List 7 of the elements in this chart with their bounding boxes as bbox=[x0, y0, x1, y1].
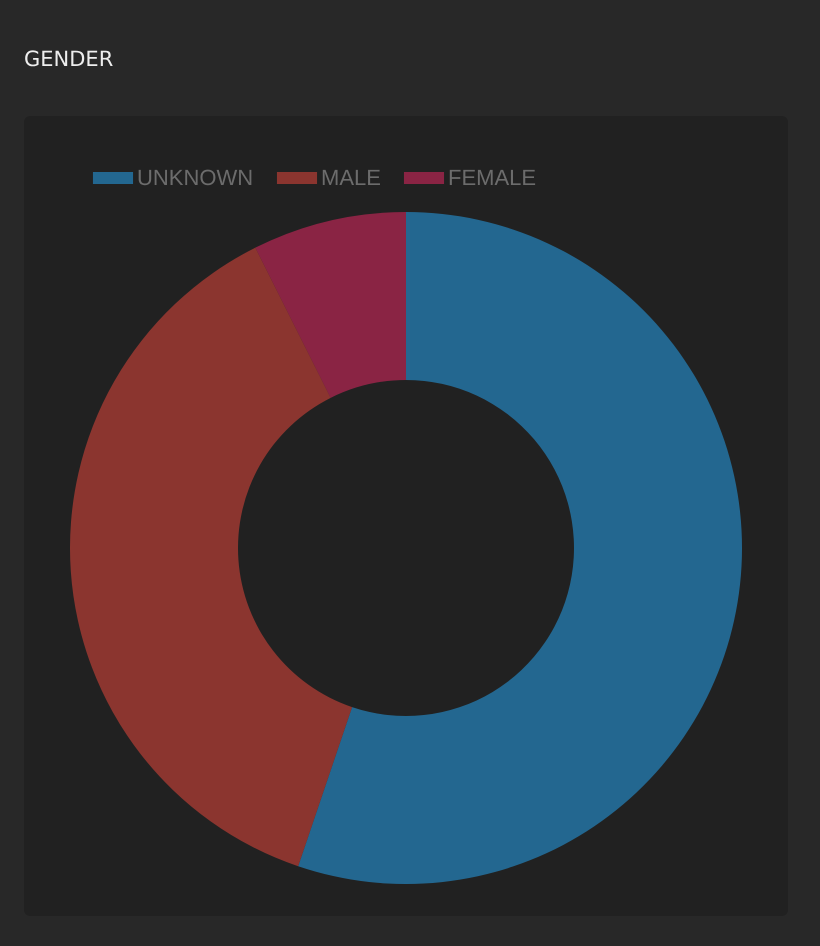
legend-label: FEMALE bbox=[448, 165, 536, 190]
legend-label: MALE bbox=[321, 165, 381, 190]
donut-slice bbox=[70, 248, 352, 866]
legend-label: UNKNOWN bbox=[137, 165, 254, 190]
donut-slice bbox=[255, 212, 406, 398]
donut-slice bbox=[298, 212, 742, 884]
chart-title: GENDER bbox=[24, 47, 114, 71]
